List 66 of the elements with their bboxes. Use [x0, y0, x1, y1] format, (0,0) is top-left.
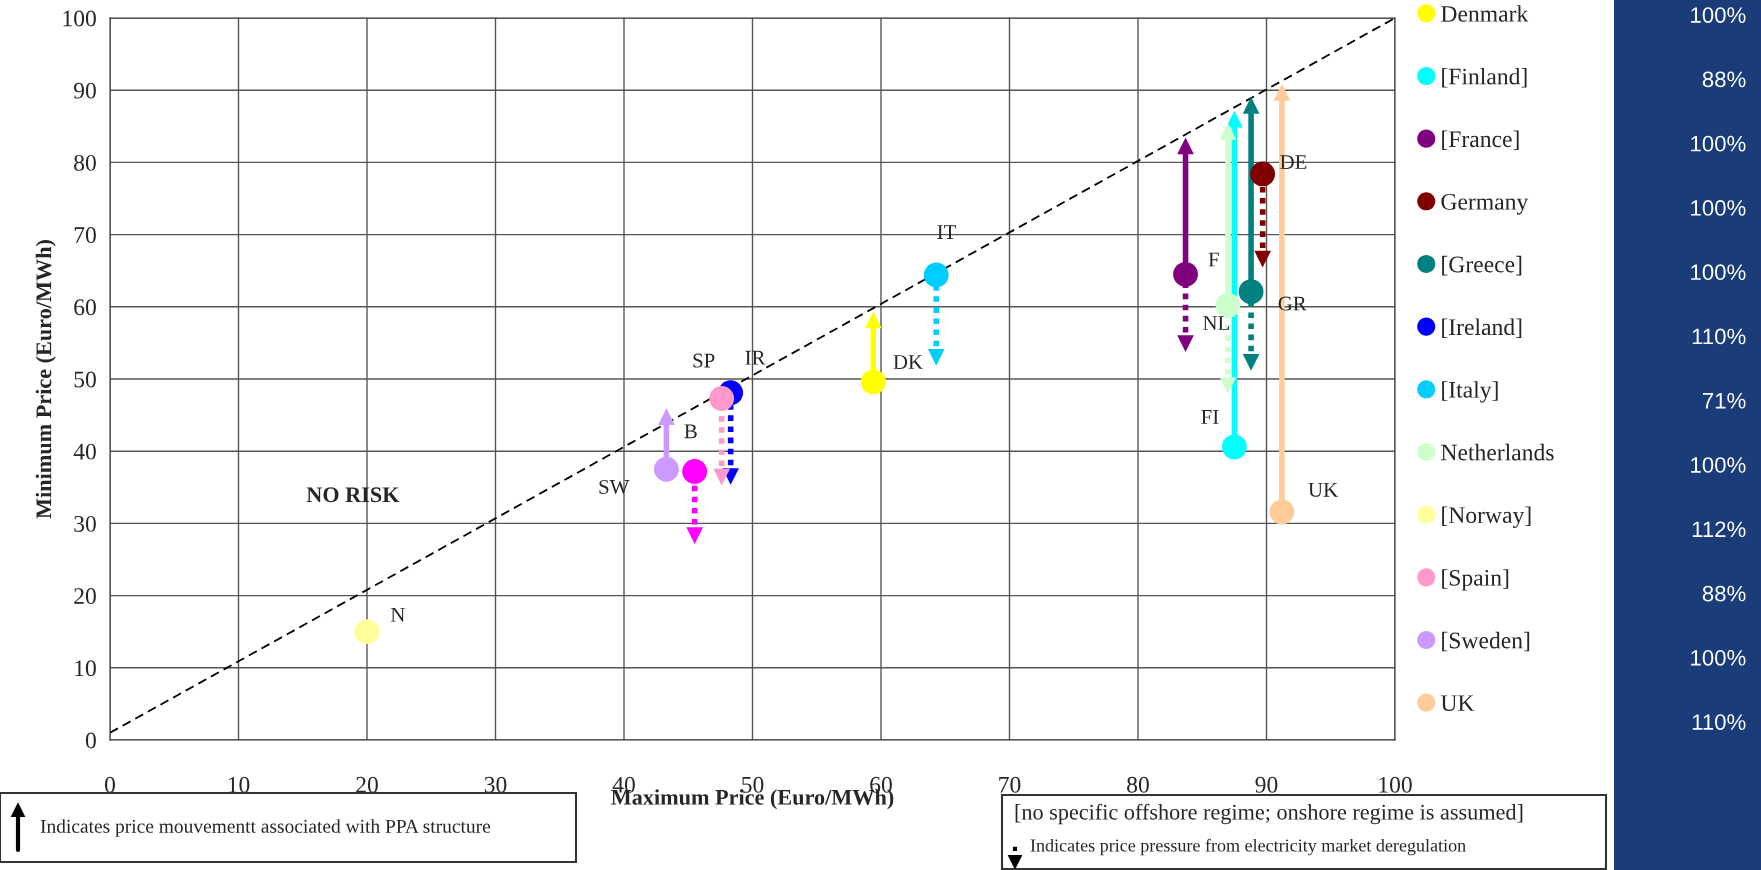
y-axis-title: Minimum Price (Euro/MWh): [35, 240, 56, 519]
text: 100%: [1691, 649, 1746, 666]
legend-label: [Greece]: [1442, 255, 1522, 276]
legend-label: Denmark: [1441, 5, 1529, 22]
text: 71%: [1702, 392, 1746, 409]
point: [354, 619, 380, 645]
point: [923, 262, 949, 288]
legend-label: [Finland]: [1442, 67, 1527, 88]
legend-label: [France]: [1442, 130, 1519, 151]
annotation: N: [390, 607, 405, 622]
legend-label: [Spain]: [1442, 569, 1509, 591]
x-tick-label: 100: [1379, 776, 1412, 793]
point: [860, 369, 886, 395]
annotation: NL: [1203, 316, 1230, 330]
annotation: DK: [893, 355, 923, 369]
legend-label: [Ireland]: [1442, 318, 1522, 339]
text: 100%: [1691, 457, 1746, 473]
point: [1173, 261, 1198, 287]
y-tick-label: 60: [74, 299, 96, 316]
point: [1250, 161, 1276, 187]
text: [no specific offshore regime; onshore regime is assumed]: [1015, 803, 1523, 825]
y-tick-label: 10: [75, 660, 96, 677]
point: [709, 386, 735, 411]
point: [653, 456, 679, 482]
legend-label: [Italy]: [1442, 381, 1498, 403]
text: 110%: [1692, 328, 1746, 345]
text: 88%: [1702, 585, 1746, 602]
annotation: F: [1208, 252, 1219, 267]
legend-label: Netherlands: [1441, 443, 1554, 461]
text: 112%: [1692, 521, 1746, 538]
legend-label: [Norway]: [1442, 506, 1531, 528]
y-tick-label: 0: [85, 732, 96, 749]
y-tick-label: 100: [63, 10, 96, 27]
point: [1238, 279, 1264, 305]
annotation: B: [684, 424, 697, 439]
y-tick-label: 20: [74, 588, 96, 605]
y-tick-label: 80: [74, 154, 96, 171]
y-tick-label: 50: [74, 371, 96, 388]
text: 100%: [1691, 264, 1746, 281]
point: [1215, 292, 1241, 318]
x-tick-label: 80: [1127, 776, 1149, 793]
annotation: SP: [693, 353, 715, 368]
legend-label: Germany: [1441, 193, 1529, 215]
text: 110%: [1692, 714, 1746, 730]
legend-label: [Sweden]: [1442, 631, 1530, 652]
y-tick-label: 90: [73, 82, 96, 99]
point: [1269, 499, 1295, 525]
annotation: SW: [599, 479, 630, 495]
annotation: UK: [1308, 483, 1338, 497]
text: 100%: [1691, 135, 1746, 152]
text: Indicates price pressure from electricity market deregulation: [1030, 838, 1466, 856]
x-tick-label: 90: [1255, 776, 1278, 793]
text: 100%: [1691, 200, 1746, 216]
point: [1221, 434, 1247, 460]
x-tick-label: 0: [105, 776, 115, 793]
annotation: NO RISK: [306, 487, 400, 503]
y-tick-label: 30: [74, 515, 96, 532]
y-tick-label: 70: [74, 227, 96, 244]
text: Indicates price mouvementt associated with PPA structure: [40, 819, 491, 837]
legend-label: UK: [1440, 695, 1475, 712]
y-tick-label: 40: [73, 443, 96, 460]
annotation: FI: [1201, 410, 1219, 424]
text: 88%: [1702, 71, 1746, 88]
point: [682, 458, 708, 484]
text: 100%: [1691, 7, 1746, 23]
x-tick-label: 70: [999, 776, 1021, 793]
